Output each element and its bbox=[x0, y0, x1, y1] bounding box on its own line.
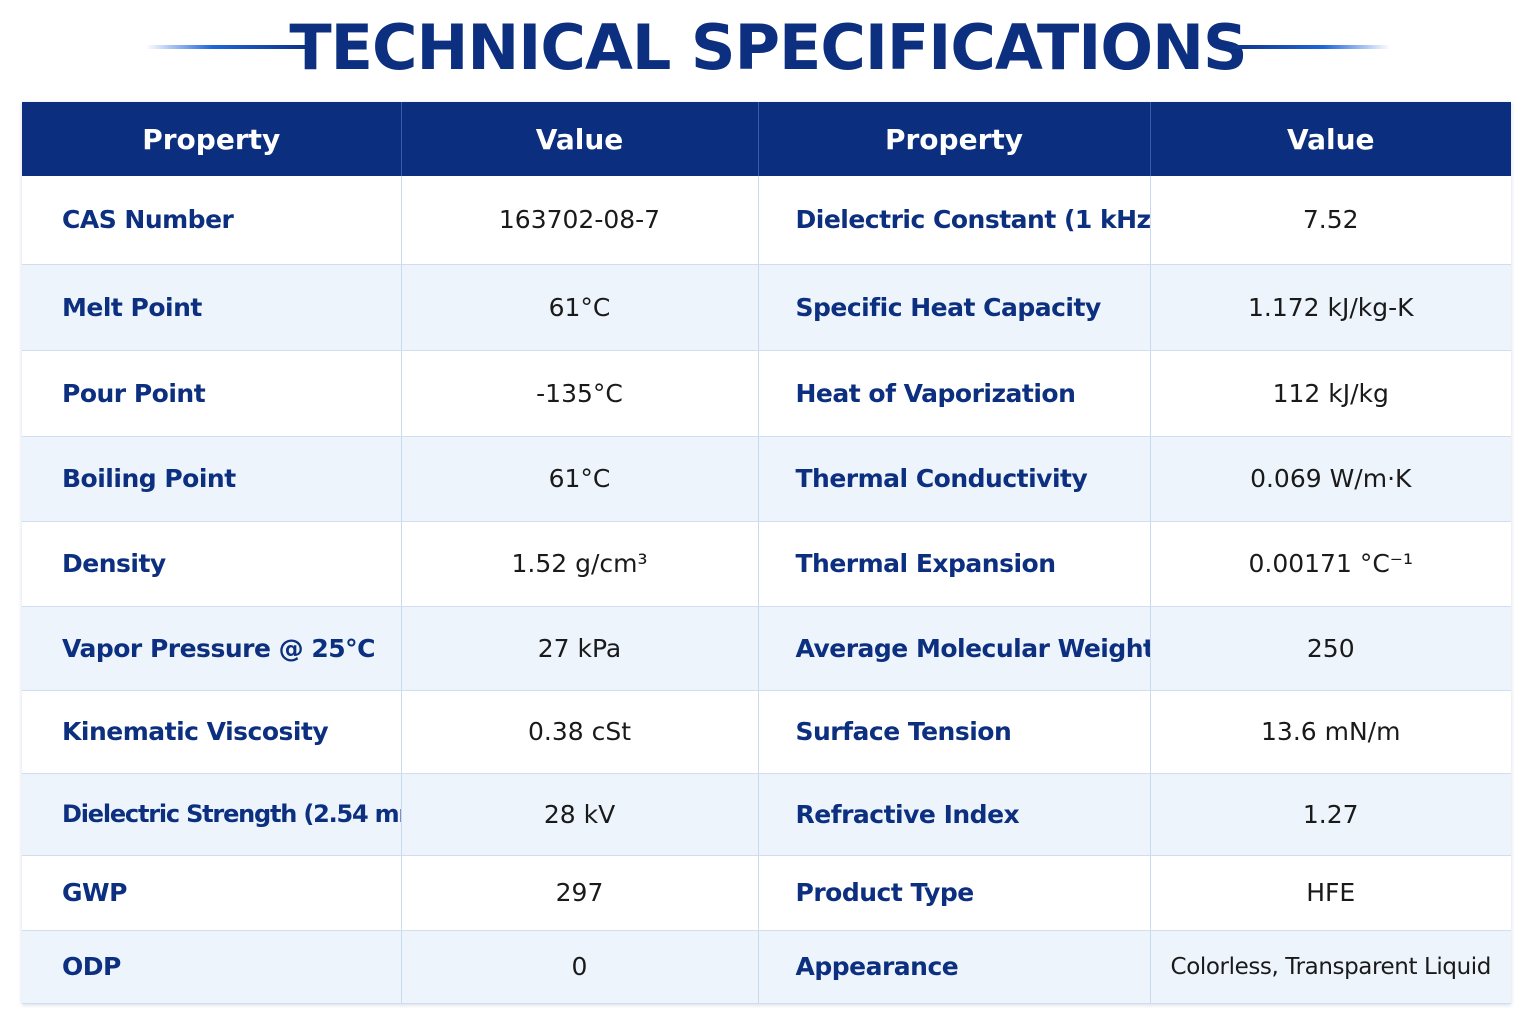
value-cell: 28 kV bbox=[401, 773, 759, 856]
table-row: Dielectric Strength (2.54 mm) 28 kV Refr… bbox=[22, 773, 1511, 856]
property-cell: Boiling Point bbox=[22, 436, 402, 522]
property-cell: Melt Point bbox=[22, 264, 402, 351]
property-cell: Product Type bbox=[758, 855, 1151, 931]
property-cell: Specific Heat Capacity bbox=[758, 264, 1151, 351]
specifications-table: Property Value Property Value CAS Number… bbox=[22, 102, 1511, 1004]
table-row: Vapor Pressure @ 25°C 27 kPa Average Mol… bbox=[22, 606, 1511, 691]
title-bar: TECHNICAL SPECIFICATIONS bbox=[0, 0, 1536, 100]
property-cell: Surface Tension bbox=[758, 690, 1151, 774]
value-cell: 112 kJ/kg bbox=[1150, 350, 1511, 437]
property-cell: Kinematic Viscosity bbox=[22, 690, 402, 774]
table-row: Pour Point -135°C Heat of Vaporization 1… bbox=[22, 350, 1511, 437]
title-decoration-left bbox=[146, 45, 312, 49]
property-cell: Appearance bbox=[758, 930, 1151, 1004]
table-header-row: Property Value Property Value bbox=[22, 102, 1511, 176]
property-cell: Pour Point bbox=[22, 350, 402, 437]
table-row: Boiling Point 61°C Thermal Conductivity … bbox=[22, 436, 1511, 522]
property-cell: Dielectric Constant (1 kHz) bbox=[758, 176, 1151, 265]
column-header-value-right: Value bbox=[1286, 122, 1375, 156]
property-cell: Refractive Index bbox=[758, 773, 1151, 856]
property-cell: ODP bbox=[22, 930, 402, 1004]
value-cell: 1.27 bbox=[1150, 773, 1511, 856]
property-cell: GWP bbox=[22, 855, 402, 931]
value-cell: 13.6 mN/m bbox=[1150, 690, 1511, 774]
property-cell: Density bbox=[22, 521, 402, 607]
property-cell: Heat of Vaporization bbox=[758, 350, 1151, 437]
property-cell: Thermal Conductivity bbox=[758, 436, 1151, 522]
value-cell: 61°C bbox=[401, 436, 759, 522]
value-cell: Colorless, Transparent Liquid bbox=[1150, 930, 1511, 1004]
value-cell: 0 bbox=[401, 930, 759, 1004]
value-cell: 0.00171 °C⁻¹ bbox=[1150, 521, 1511, 607]
column-header-property-right: Property bbox=[758, 102, 1151, 176]
value-cell: 250 bbox=[1150, 606, 1511, 691]
property-cell: Vapor Pressure @ 25°C bbox=[22, 606, 402, 691]
property-cell: Average Molecular Weight bbox=[758, 606, 1151, 691]
value-cell: HFE bbox=[1150, 855, 1511, 931]
value-cell: 297 bbox=[401, 855, 759, 931]
table-row: GWP 297 Product Type HFE bbox=[22, 855, 1511, 931]
value-cell: -135°C bbox=[401, 350, 759, 437]
page-title: TECHNICAL SPECIFICATIONS bbox=[289, 11, 1247, 84]
table-row: Kinematic Viscosity 0.38 cSt Surface Ten… bbox=[22, 690, 1511, 774]
table-row: CAS Number 163702-08-7 Dielectric Consta… bbox=[22, 176, 1511, 265]
table-row: Density 1.52 g/cm³ Thermal Expansion 0.0… bbox=[22, 521, 1511, 607]
value-cell: 7.52 bbox=[1150, 176, 1511, 265]
table-row: Melt Point 61°C Specific Heat Capacity 1… bbox=[22, 264, 1511, 351]
value-cell: 61°C bbox=[401, 264, 759, 351]
column-header-value-left: Value bbox=[401, 102, 759, 176]
value-cell: 163702-08-7 bbox=[401, 176, 759, 265]
value-cell: 1.52 g/cm³ bbox=[401, 521, 759, 607]
value-cell: 27 kPa bbox=[401, 606, 759, 691]
value-cell: 0.069 W/m·K bbox=[1150, 436, 1511, 522]
value-cell: 1.172 kJ/kg-K bbox=[1150, 264, 1511, 351]
property-cell: Thermal Expansion bbox=[758, 521, 1151, 607]
property-cell: Dielectric Strength (2.54 mm) bbox=[22, 773, 402, 856]
title-decoration-right bbox=[1224, 45, 1390, 49]
table-row: ODP 0 Appearance Colorless, Transparent … bbox=[22, 930, 1511, 1004]
column-header-property-left: Property bbox=[22, 102, 402, 176]
value-cell: 0.38 cSt bbox=[401, 690, 759, 774]
property-cell: CAS Number bbox=[22, 176, 402, 265]
